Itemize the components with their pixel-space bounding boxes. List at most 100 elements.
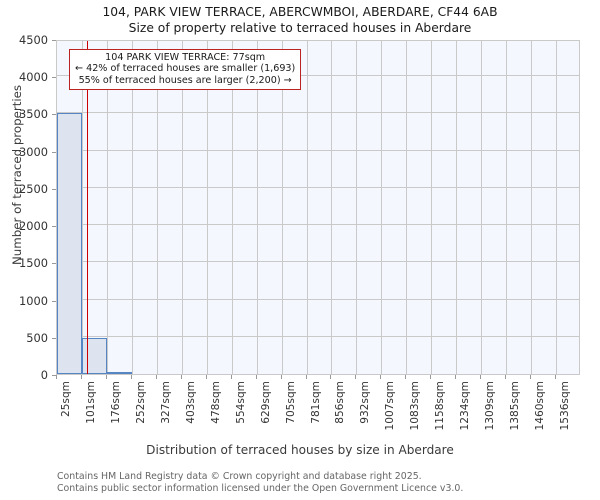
x-axis-tick-label: 1385sqm xyxy=(509,381,522,431)
gridline-vertical xyxy=(106,41,108,374)
x-axis-tick-label: 403sqm xyxy=(184,381,197,424)
x-axis-tick-label: 252sqm xyxy=(134,381,147,424)
x-axis-tick-mark xyxy=(430,375,432,379)
bar xyxy=(106,372,132,374)
x-axis-tick-mark xyxy=(380,375,382,379)
x-axis-tick-label: 932sqm xyxy=(359,381,372,424)
x-axis-tick-label: 781sqm xyxy=(309,381,322,424)
chart-title: 104, PARK VIEW TERRACE, ABERCWMBOI, ABER… xyxy=(102,5,498,19)
x-axis-tick-mark xyxy=(305,375,307,379)
y-axis-tick-mark xyxy=(52,337,56,339)
footer-attribution: Contains HM Land Registry data © Crown c… xyxy=(57,471,463,496)
x-axis-tick-mark xyxy=(205,375,207,379)
y-axis-tick-mark xyxy=(52,300,56,302)
x-axis-tick-mark xyxy=(280,375,282,379)
y-axis-tick-mark xyxy=(52,114,56,116)
gridline-vertical xyxy=(281,41,283,374)
bar xyxy=(81,338,107,374)
y-axis-tick-mark xyxy=(52,375,56,376)
x-axis-tick-label: 327sqm xyxy=(159,381,172,424)
gridline-vertical xyxy=(156,41,158,374)
y-axis-tick-mark xyxy=(52,77,56,79)
y-axis-tick-label: 500 xyxy=(26,330,48,345)
gridline-vertical xyxy=(256,41,258,374)
gridline-horizontal xyxy=(57,75,579,77)
y-axis-tick-label: 1000 xyxy=(19,293,48,308)
x-axis-tick-label: 1083sqm xyxy=(409,381,422,431)
y-axis-tick-label: 4000 xyxy=(19,70,48,85)
x-axis-tick-mark xyxy=(255,375,257,379)
y-axis-tick-mark xyxy=(52,151,56,153)
x-axis-tick-label: 478sqm xyxy=(209,381,222,424)
x-axis-tick-mark xyxy=(405,375,407,379)
x-axis-tick-label: 1536sqm xyxy=(559,381,572,431)
x-axis-label: Distribution of terraced houses by size … xyxy=(146,443,454,457)
property-marker-line xyxy=(86,41,89,374)
x-axis-tick-label: 629sqm xyxy=(259,381,272,424)
gridline-vertical xyxy=(81,41,83,374)
y-axis-tick-mark xyxy=(52,226,56,228)
x-axis-tick-mark xyxy=(455,375,457,379)
x-axis-tick-mark xyxy=(155,375,157,379)
gridline-horizontal xyxy=(57,261,579,263)
gridline-vertical xyxy=(406,41,408,374)
x-axis-tick-label: 176sqm xyxy=(109,381,122,424)
gridline-vertical xyxy=(231,41,233,374)
gridline-vertical xyxy=(456,41,458,374)
gridline-vertical xyxy=(206,41,208,374)
x-axis-tick-label: 1007sqm xyxy=(384,381,397,431)
y-axis-tick-label: 1500 xyxy=(19,256,48,271)
x-axis-tick-mark xyxy=(80,375,82,379)
x-axis-tick-mark xyxy=(505,375,507,379)
bar xyxy=(57,113,82,374)
x-axis-tick-mark xyxy=(480,375,482,379)
gridline-vertical xyxy=(481,41,483,374)
x-axis-tick-label: 705sqm xyxy=(284,381,297,424)
x-axis-tick-label: 1158sqm xyxy=(434,381,447,431)
gridline-horizontal xyxy=(57,149,579,151)
footer-line-1: Contains HM Land Registry data © Crown c… xyxy=(57,471,422,482)
gridline-vertical xyxy=(306,41,308,374)
y-axis-tick-label: 2000 xyxy=(19,219,48,234)
x-axis-tick-label: 1234sqm xyxy=(459,381,472,431)
x-axis-tick-label: 1460sqm xyxy=(534,381,547,431)
gridline-vertical xyxy=(431,41,433,374)
gridline-horizontal xyxy=(57,112,579,114)
gridline-horizontal xyxy=(57,298,579,300)
plot-area: 104 PARK VIEW TERRACE: 77sqm ← 42% of te… xyxy=(56,40,580,375)
x-axis-tick-mark xyxy=(530,375,532,379)
y-axis-tick-label: 2500 xyxy=(19,181,48,196)
x-axis-tick-mark xyxy=(180,375,182,379)
gridline-vertical xyxy=(531,41,533,374)
gridline-horizontal xyxy=(57,335,579,337)
y-axis-tick-label: 4500 xyxy=(19,33,48,47)
gridline-vertical xyxy=(506,41,508,374)
chart-subtitle: Size of property relative to terraced ho… xyxy=(128,21,472,35)
footer-line-2: Contains public sector information licen… xyxy=(57,483,464,495)
x-axis-tick-label: 25sqm xyxy=(60,381,72,418)
gridline-vertical xyxy=(181,41,183,374)
gridline-vertical xyxy=(331,41,333,374)
y-axis-tick-mark xyxy=(52,263,56,265)
x-axis-tick-label: 856sqm xyxy=(334,381,347,424)
x-axis-tick-mark xyxy=(330,375,332,379)
gridline-vertical xyxy=(381,41,383,374)
x-axis-tick-mark xyxy=(56,375,57,379)
x-axis-tick-mark xyxy=(130,375,132,379)
annotation-line-2: ← 42% of terraced houses are smaller (1,… xyxy=(75,63,296,75)
x-axis-tick-mark xyxy=(105,375,107,379)
annotation-line-3: 55% of terraced houses are larger (2,200… xyxy=(78,74,292,86)
x-axis-tick-label: 101sqm xyxy=(84,381,97,424)
y-axis-tick-label: 3000 xyxy=(19,144,48,159)
y-axis-tick-label: 3500 xyxy=(19,107,48,122)
x-axis-tick-mark xyxy=(355,375,357,379)
x-axis-tick-label: 1309sqm xyxy=(484,381,497,431)
x-axis-tick-mark xyxy=(555,375,557,379)
gridline-horizontal xyxy=(57,186,579,188)
annotation-line-1: 104 PARK VIEW TERRACE: 77sqm xyxy=(105,52,266,63)
y-axis-tick-label: 0 xyxy=(40,368,48,382)
y-axis-tick-mark xyxy=(52,188,56,190)
y-axis-tick-mark xyxy=(52,40,56,41)
x-axis-tick-label: 554sqm xyxy=(234,381,247,424)
